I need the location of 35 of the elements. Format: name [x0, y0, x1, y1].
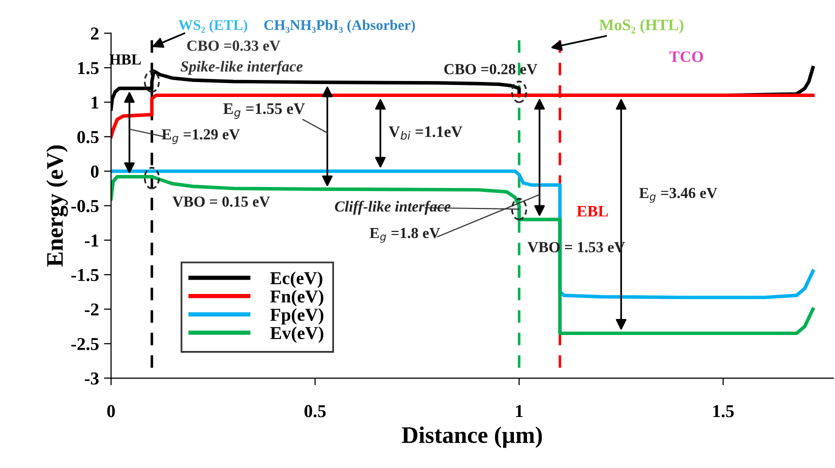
text: CH₃NH₃PbI₃ (Absorber): [264, 20, 415, 33]
y-tick-label: 0.5: [77, 130, 99, 144]
annotation: EBL: [576, 206, 608, 216]
annotation: WS₂ (ETL): [178, 20, 248, 33]
y-tick-label: 2: [90, 28, 98, 40]
annotation: E$_{g}$ =1.29 eV: [162, 129, 240, 144]
y-tick-label: 0: [90, 165, 99, 178]
y-axis-title: Energy (eV): [46, 145, 68, 267]
annotation: Spike-like interface: [180, 60, 303, 75]
x-tick-label: 1: [516, 405, 523, 418]
y-tick-label: -0.5: [71, 200, 99, 212]
legend-label: Fn(eV): [270, 290, 324, 306]
x-tick-label: 0.5: [304, 405, 326, 418]
annotation: E$_{g}$ =1.8 eV: [370, 228, 440, 243]
annotation: MoS₂ (HTL): [599, 19, 684, 34]
y-tick-label: -1: [84, 234, 98, 246]
y-tick-label: 1: [92, 96, 98, 108]
annotation: TCO: [669, 51, 703, 62]
legend-label: Ev(eV): [270, 326, 324, 343]
y-tick-label: -3: [84, 372, 99, 385]
legend-label: Fp(eV): [270, 308, 324, 325]
y-tick-label: -2.5: [71, 338, 99, 350]
annotation: E$_{g}$ =3.46 eV: [639, 188, 718, 203]
annotation: E$_{g}$ =1.55 eV: [223, 103, 305, 119]
y-tick-label: 1.5: [78, 62, 99, 74]
y-tick-label: -1.5: [71, 269, 99, 282]
annotation: VBO = 0.15 eV: [172, 196, 270, 207]
annotation: Cliff-like interface: [334, 200, 450, 215]
annotation: CBO =0.33 eV: [187, 40, 280, 51]
x-tick-label: 0: [107, 405, 115, 418]
y-tick-label: -2: [84, 303, 98, 316]
annotation: V$_{bi}$ =1.1eV: [388, 126, 462, 140]
x-axis-title: Distance (µm): [402, 426, 542, 448]
legend-label: Ec(eV): [270, 272, 322, 288]
x-tick-label: 1.5: [713, 405, 734, 418]
